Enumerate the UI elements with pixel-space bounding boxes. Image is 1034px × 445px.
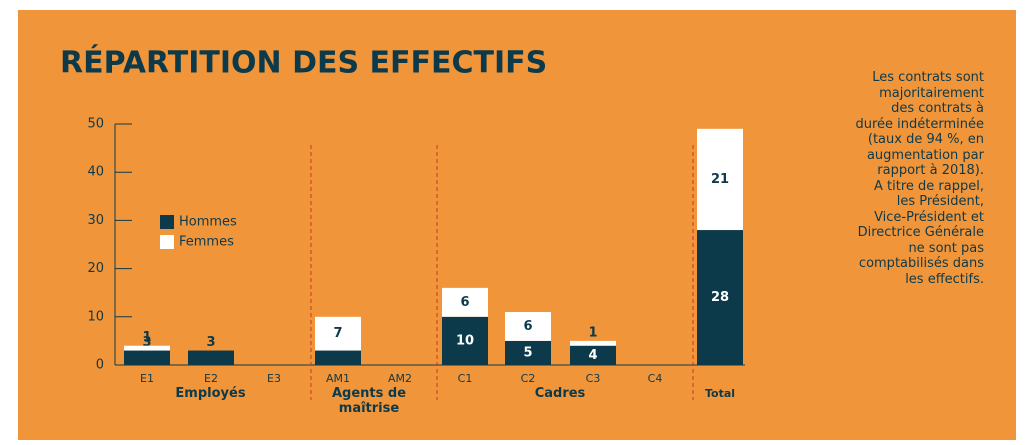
note-line: les effectifs.: [905, 271, 984, 287]
data-label: 4: [588, 348, 597, 363]
x-tick-label: E1: [140, 372, 154, 385]
y-tick-label: 50: [87, 117, 104, 132]
legend-swatch: [160, 215, 174, 229]
note-line: rapport à 2018).: [877, 163, 984, 178]
bar-segment: [124, 345, 170, 351]
bar-segment: [570, 345, 616, 365]
bar-segment: [697, 230, 743, 365]
note-line: (taux de 94 %, en: [867, 132, 984, 147]
bar-segment: [442, 316, 488, 365]
note-line: Directrice Générale: [857, 225, 984, 240]
data-label: 1: [142, 330, 151, 345]
legend-label: Femmes: [179, 235, 234, 250]
data-label: 3: [206, 335, 215, 350]
x-tick-label: AM2: [388, 372, 412, 385]
note-line: majoritairement: [879, 85, 984, 101]
data-label: 10: [456, 333, 474, 348]
data-label: 7: [333, 326, 342, 341]
y-tick-label: 30: [87, 213, 104, 228]
note: Les contrats sont majoritairement des cont…: [814, 70, 984, 287]
y-tick-label: 20: [87, 261, 104, 276]
y-tick-label: 0: [96, 358, 104, 373]
bar-segment: [315, 316, 361, 351]
bar-segment: [315, 350, 361, 365]
x-tick-label: AM1: [326, 372, 350, 385]
bar-segment: [442, 287, 488, 317]
group-label: Cadres: [534, 386, 586, 401]
note-line: Les contrats sont: [872, 70, 984, 85]
x-tick-label: E3: [267, 372, 281, 385]
note-line: comptabilisés dans: [858, 256, 984, 271]
data-label: 6: [523, 319, 532, 334]
bar-segment: [505, 340, 551, 365]
bar-segment: [505, 311, 551, 341]
legend-swatch: [160, 235, 174, 249]
group-label: Employés: [175, 386, 246, 401]
note-line: les Président,: [896, 194, 984, 209]
background: [18, 10, 1016, 440]
x-tick-label: C1: [458, 372, 473, 385]
bar-segment: [188, 350, 234, 365]
data-label: 5: [523, 345, 532, 360]
x-tick-label: C4: [648, 372, 663, 385]
note-line: augmentation par: [866, 147, 984, 163]
note-line: Vice-Président et: [874, 209, 984, 225]
bar-segment: [697, 128, 743, 231]
data-label: 1: [588, 325, 597, 340]
y-tick-label: 10: [87, 309, 104, 324]
data-label: 3: [142, 335, 151, 350]
data-label: 6: [460, 295, 469, 310]
chart-title: RÉPARTITION DES EFFECTIFS: [60, 45, 547, 81]
bar-segment: [124, 350, 170, 365]
note-line: durée indéterminée: [855, 116, 984, 132]
bar-segment: [570, 340, 616, 346]
data-label: 21: [711, 172, 729, 187]
note-line: ne sont pas: [908, 240, 984, 256]
group-label: Agents de maîtrise: [331, 386, 407, 416]
x-tick-label: Total: [705, 387, 735, 400]
x-tick-label: C2: [521, 372, 536, 385]
legend-label: Hommes: [179, 215, 237, 230]
y-tick-label: 40: [87, 165, 104, 180]
x-tick-label: C3: [586, 372, 601, 385]
note-line: des contrats à: [891, 101, 984, 116]
note-line: A titre de rappel,: [874, 178, 984, 194]
data-label: 28: [711, 290, 729, 305]
x-tick-label: E2: [204, 372, 218, 385]
